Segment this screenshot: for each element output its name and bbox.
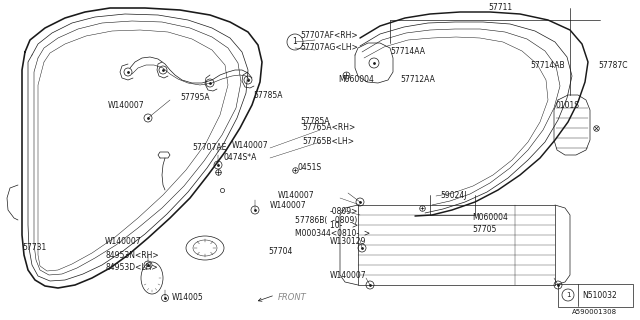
Text: 57714AA: 57714AA [390, 47, 425, 57]
Text: 57795A: 57795A [180, 93, 210, 102]
Text: 0101S: 0101S [555, 100, 579, 109]
Text: 1: 1 [292, 37, 298, 46]
Text: -0809>: -0809> [330, 207, 358, 217]
Text: W140007: W140007 [232, 140, 269, 149]
Text: N510032: N510032 [582, 291, 617, 300]
Text: W14005: W14005 [172, 293, 204, 302]
Text: 84953N<RH>: 84953N<RH> [105, 251, 159, 260]
Text: W140007: W140007 [278, 190, 315, 199]
Text: 57785A: 57785A [300, 117, 330, 126]
Text: 57707AF<RH>: 57707AF<RH> [300, 31, 358, 41]
Text: 57785A: 57785A [253, 91, 282, 100]
Text: 10-    >: 10- > [330, 221, 358, 230]
Text: M060004: M060004 [472, 213, 508, 222]
Text: 57787C: 57787C [598, 60, 627, 69]
Text: W140007: W140007 [330, 270, 367, 279]
Text: 57786B(  -0809): 57786B( -0809) [295, 215, 357, 225]
Text: 59024J: 59024J [440, 190, 467, 199]
Text: M060004: M060004 [338, 76, 374, 84]
Text: 57711: 57711 [488, 4, 512, 12]
Text: M000344<0810-  >: M000344<0810- > [295, 229, 370, 238]
Text: 84953D<LH>: 84953D<LH> [105, 263, 157, 273]
Text: FRONT: FRONT [278, 293, 307, 302]
Text: W140007: W140007 [108, 100, 145, 109]
Text: 57707AE: 57707AE [192, 143, 227, 153]
Text: W130129: W130129 [330, 237, 366, 246]
Text: 57714AB: 57714AB [530, 60, 564, 69]
Text: 57712AA: 57712AA [400, 76, 435, 84]
Text: 57705: 57705 [472, 226, 497, 235]
Text: 0451S: 0451S [298, 164, 322, 172]
Text: 57765A<RH>: 57765A<RH> [302, 124, 355, 132]
Text: W140007: W140007 [270, 201, 307, 210]
Text: W140007: W140007 [105, 237, 141, 246]
Text: 0474S*A: 0474S*A [224, 154, 257, 163]
Text: 57707AG<LH>: 57707AG<LH> [300, 44, 358, 52]
Text: 57704: 57704 [268, 247, 292, 257]
Text: 57731: 57731 [22, 244, 46, 252]
Text: 1: 1 [566, 292, 570, 298]
Text: 57765B<LH>: 57765B<LH> [302, 137, 354, 146]
Text: A590001308: A590001308 [572, 309, 618, 315]
